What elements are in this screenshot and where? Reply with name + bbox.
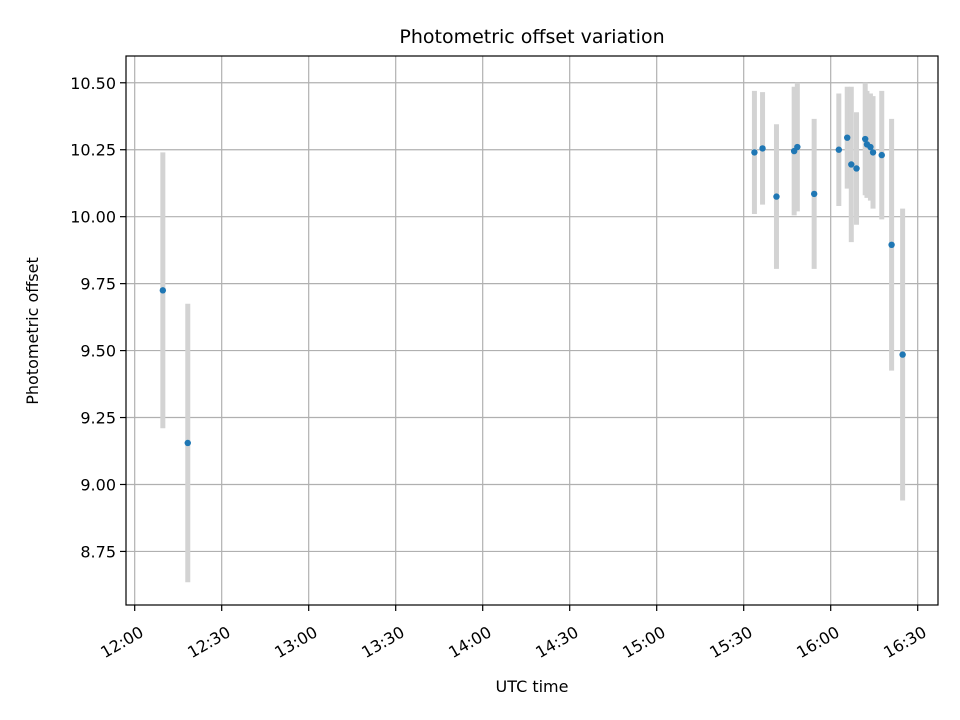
y-tick-label: 10.00 bbox=[70, 208, 116, 227]
plot-frame bbox=[125, 55, 939, 606]
data-point bbox=[848, 161, 855, 168]
data-point bbox=[862, 135, 869, 143]
x-tick-label: 12:30 bbox=[184, 622, 233, 662]
data-points bbox=[159, 134, 906, 447]
data-point bbox=[184, 439, 191, 447]
data-point bbox=[794, 143, 801, 151]
y-tick-label: 9.50 bbox=[80, 342, 116, 361]
y-tick-label: 10.50 bbox=[70, 74, 116, 93]
y-tick-label: 9.25 bbox=[80, 409, 116, 428]
data-point bbox=[751, 149, 758, 156]
x-axis-label: UTC time bbox=[496, 677, 569, 696]
x-tick-label: 15:00 bbox=[619, 622, 668, 662]
x-tick-label: 13:00 bbox=[271, 622, 320, 662]
y-tick-label: 8.75 bbox=[80, 542, 116, 561]
data-point bbox=[759, 145, 766, 152]
data-point bbox=[773, 193, 780, 200]
grid bbox=[126, 56, 938, 605]
x-tick-label: 13:30 bbox=[358, 622, 407, 662]
x-axis-ticks: 12:00 12:30 13:00 13:30 14:00 14:30 15:00 15:30… bbox=[97, 605, 930, 662]
data-point bbox=[853, 165, 860, 172]
x-tick-label: 16:30 bbox=[880, 622, 929, 662]
data-point bbox=[888, 241, 895, 249]
data-point bbox=[878, 151, 885, 159]
data-point bbox=[835, 146, 843, 153]
x-tick-label: 14:00 bbox=[445, 622, 494, 662]
data-point bbox=[869, 149, 877, 156]
y-tick-label: 9.75 bbox=[80, 275, 116, 294]
y-tick-label: 10.25 bbox=[70, 141, 116, 160]
y-axis-ticks: 8.75 9.00 9.25 9.50 9.75 10.00 10.25 10.50 bbox=[70, 74, 126, 561]
error-bars bbox=[160, 82, 906, 583]
data-point bbox=[159, 287, 167, 294]
x-tick-label: 14:30 bbox=[532, 622, 581, 662]
chart-title: Photometric offset variation bbox=[399, 26, 664, 48]
x-tick-label: 12:00 bbox=[97, 622, 146, 662]
x-tick-label: 15:30 bbox=[706, 622, 755, 662]
x-tick-label: 16:00 bbox=[793, 622, 842, 662]
y-tick-label: 9.00 bbox=[80, 475, 116, 494]
data-point bbox=[899, 351, 906, 358]
y-axis-label: Photometric offset bbox=[23, 257, 42, 405]
data-point bbox=[810, 190, 818, 198]
data-point bbox=[844, 134, 851, 141]
data-point bbox=[867, 143, 874, 151]
